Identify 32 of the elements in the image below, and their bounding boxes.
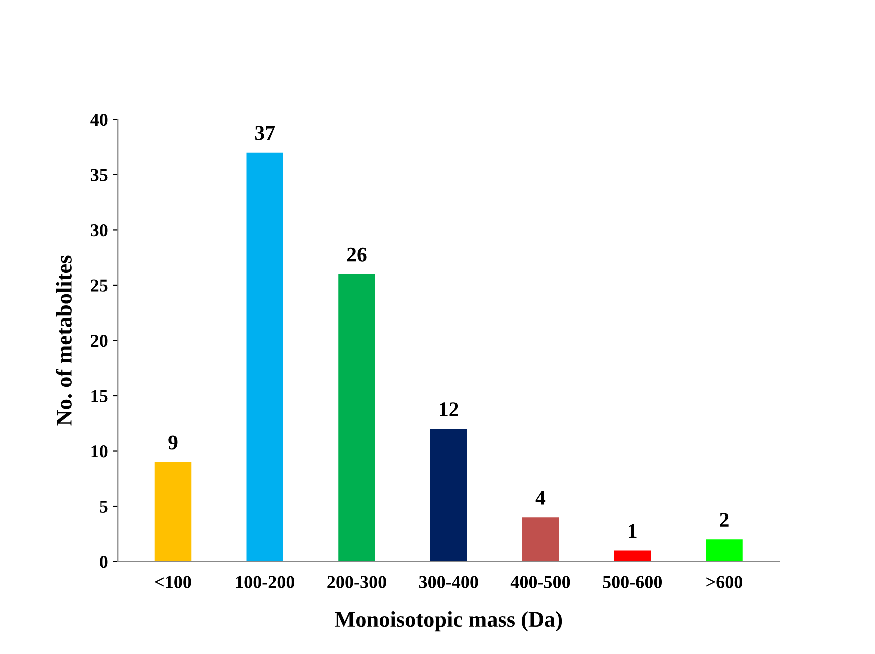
x-tick-label: <100 — [155, 576, 192, 588]
x-tick-label: 100-200 — [236, 576, 295, 588]
y-tick-label: 20 — [91, 334, 108, 348]
x-axis-title: Monoisotopic mass (Da) — [335, 611, 562, 632]
x-tick-label: >600 — [706, 576, 742, 588]
y-tick-label: 10 — [92, 446, 108, 458]
y-tick-label: 40 — [90, 114, 108, 126]
x-tick-label: 500-600 — [603, 576, 662, 588]
y-tick-label: 35 — [91, 169, 108, 182]
data-label: 37 — [255, 126, 276, 140]
bar — [706, 540, 743, 562]
y-tick-label: 15 — [92, 390, 108, 402]
bar — [154, 462, 192, 562]
data-label: 4 — [536, 491, 546, 505]
y-tick-label: 25 — [91, 280, 108, 292]
bar — [430, 429, 468, 562]
data-label: 2 — [720, 513, 729, 527]
y-tick-label: 0 — [100, 556, 108, 568]
y-axis-title: No. of metabolites — [56, 256, 72, 426]
bar — [614, 550, 651, 562]
data-label: 9 — [168, 436, 178, 450]
x-tick-label: 400-500 — [510, 576, 570, 588]
x-tick-label: 300-400 — [419, 576, 478, 588]
data-label: 26 — [347, 248, 367, 262]
y-tick-label: 5 — [100, 500, 108, 513]
y-tick-label: 30 — [91, 224, 108, 237]
bar — [338, 274, 376, 562]
bar — [522, 518, 560, 562]
data-label: 12 — [440, 402, 458, 416]
bar — [246, 152, 284, 562]
x-tick-label: 200-300 — [328, 576, 386, 588]
data-label: 1 — [629, 524, 637, 538]
